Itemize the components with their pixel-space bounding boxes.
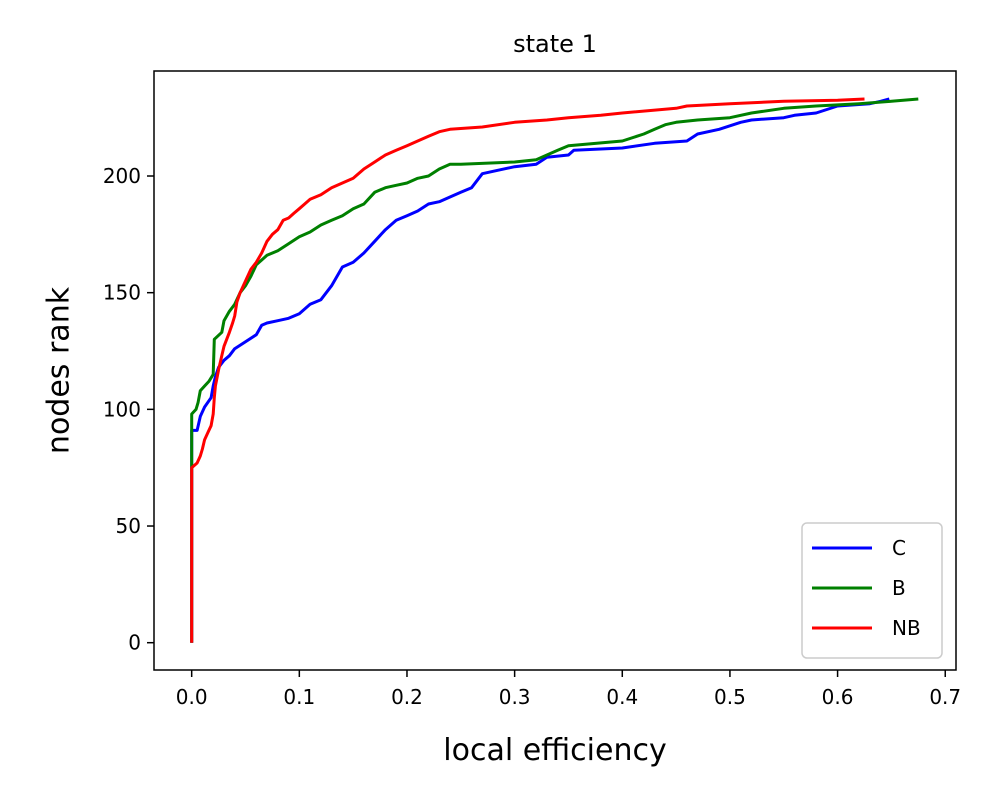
legend-box — [801, 522, 943, 659]
y-axis: 0 50 100 150 200 — [103, 164, 154, 655]
legend-label: NB — [892, 616, 921, 640]
series-layer — [190, 97, 919, 643]
x-axis: 0.0 0.1 0.2 0.3 0.4 0.5 0.6 0.7 — [176, 670, 961, 709]
x-tick-label: 0.0 — [176, 685, 208, 709]
series-line-b — [190, 97, 919, 643]
y-axis-label: nodes rank — [42, 286, 77, 454]
x-axis-label: local efficiency — [443, 733, 666, 768]
y-tick-label: 50 — [116, 514, 141, 538]
series-line-c — [190, 97, 890, 643]
legend: CB NB — [801, 522, 943, 659]
x-tick-label: 0.7 — [929, 685, 961, 709]
y-tick-label: 150 — [103, 281, 141, 305]
series-line-nb — [190, 97, 865, 643]
y-tick-label: 0 — [128, 631, 141, 655]
x-tick-label: 0.3 — [499, 685, 531, 709]
x-tick-label: 0.1 — [283, 685, 315, 709]
legend-label: C — [892, 536, 906, 560]
x-tick-label: 0.6 — [822, 685, 854, 709]
x-tick-label: 0.2 — [391, 685, 423, 709]
y-tick-label: 100 — [103, 397, 141, 421]
chart-title: state 1 — [513, 30, 597, 58]
x-tick-label: 0.5 — [714, 685, 746, 709]
legend-label: B — [892, 576, 906, 600]
x-tick-label: 0.4 — [606, 685, 638, 709]
plot-frame — [153, 70, 957, 671]
y-tick-label: 200 — [103, 164, 141, 188]
